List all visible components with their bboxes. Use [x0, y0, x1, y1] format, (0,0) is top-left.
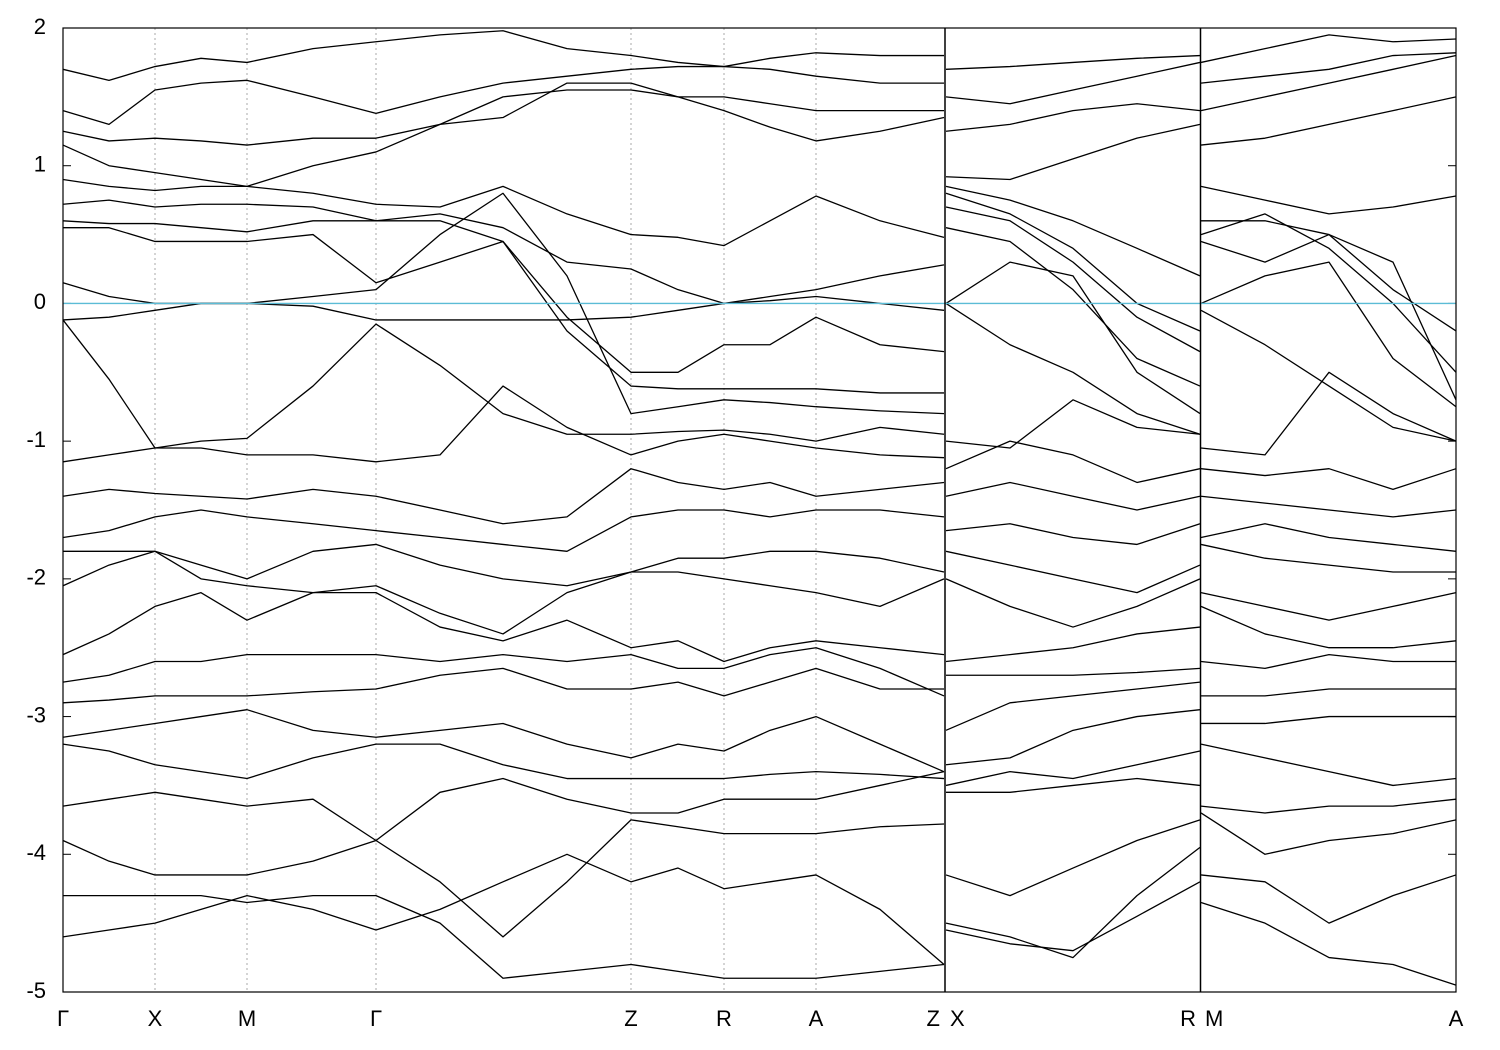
- band-line: [62, 550, 1457, 635]
- x-tick-label: X: [950, 1006, 965, 1031]
- y-tick-label: 0: [34, 289, 46, 314]
- band-line: [62, 509, 1457, 552]
- x-tick-label: A: [809, 1006, 824, 1031]
- x-tick-label: R: [716, 1006, 732, 1031]
- x-tick-label: M: [1205, 1006, 1223, 1031]
- band-line: [62, 853, 1457, 986]
- y-tick-label: 1: [34, 152, 46, 177]
- band-line: [62, 52, 1457, 126]
- y-tick-label: -4: [26, 840, 46, 865]
- band-line: [62, 709, 1456, 773]
- band-line: [62, 667, 1456, 731]
- band-line: [63, 846, 1457, 979]
- band-line: [62, 82, 1457, 188]
- x-tick-label: X: [148, 1006, 163, 1031]
- band-line: [62, 385, 1457, 490]
- band-line: [63, 227, 1457, 401]
- y-tick-label: 2: [34, 14, 46, 39]
- band-line: [62, 468, 1457, 525]
- band-line: [62, 591, 1457, 663]
- y-tick-label: -5: [26, 978, 46, 1003]
- x-tick-label: Γ: [370, 1006, 382, 1031]
- band-line: [62, 319, 1457, 456]
- x-tick-label: R: [1180, 1006, 1196, 1031]
- x-tick-label: M: [238, 1006, 256, 1031]
- x-tick-label: Γ: [57, 1006, 69, 1031]
- band-line: [62, 743, 1457, 787]
- band-line: [62, 30, 1457, 81]
- y-tick-label: -2: [26, 565, 46, 590]
- y-tick-label: -3: [26, 702, 46, 727]
- x-tick-label: A: [1449, 1006, 1464, 1031]
- band-line: [63, 543, 1456, 594]
- band-line: [62, 178, 1457, 277]
- band-line: [62, 771, 1457, 842]
- band-line: [62, 54, 1457, 146]
- band-line: [62, 812, 1457, 938]
- x-tick-label: Z: [927, 1006, 940, 1031]
- y-tick-label: -1: [26, 427, 46, 452]
- band-line: [62, 647, 1456, 697]
- x-tick-label: Z: [624, 1006, 637, 1031]
- plot-frame: [62, 27, 1457, 993]
- band-line: [62, 295, 1457, 442]
